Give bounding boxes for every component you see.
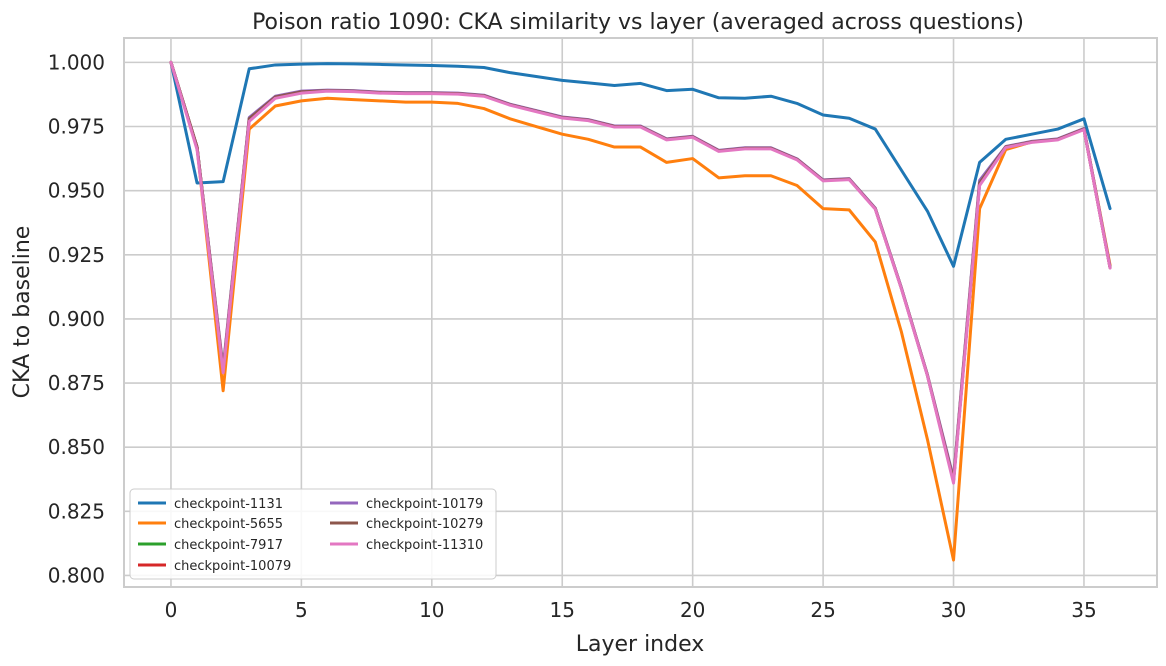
legend-frame xyxy=(129,488,497,580)
y-tick-label: 0.875 xyxy=(48,371,105,395)
legend-label: checkpoint-10079 xyxy=(174,559,291,574)
y-tick-label: 0.825 xyxy=(48,499,105,523)
chart-title: Poison ratio 1090: CKA similarity vs lay… xyxy=(252,10,1024,35)
x-tick-label: 0 xyxy=(165,598,178,622)
legend-label: checkpoint-10179 xyxy=(366,497,483,512)
y-tick-label: 0.800 xyxy=(48,563,105,587)
x-tick-label: 25 xyxy=(810,598,835,622)
series-line-checkpoint-5655 xyxy=(169,60,1112,562)
plot-frame xyxy=(123,37,1158,588)
y-tick-labels: 0.800 0.825 0.850 0.875 0.900 0.925 0.950 0.975… xyxy=(48,50,105,587)
legend: checkpoint-1131 checkpoint-5655 checkpoint… xyxy=(129,488,497,580)
x-tick-label: 35 xyxy=(1071,598,1096,622)
legend-label: checkpoint-11310 xyxy=(366,538,483,553)
series-group xyxy=(169,60,1112,562)
x-tick-label: 30 xyxy=(941,598,966,622)
x-tick-labels: 0 5 10 15 20 25 30 35 xyxy=(165,598,1097,622)
y-axis-label: CKA to baseline xyxy=(10,226,35,399)
y-tick-label: 0.850 xyxy=(48,435,105,459)
x-tick-label: 15 xyxy=(550,598,575,622)
series-line-checkpoint-1131 xyxy=(169,60,1112,268)
y-tick-label: 0.950 xyxy=(48,179,105,203)
legend-label: checkpoint-7917 xyxy=(174,538,283,553)
y-tick-label: 0.975 xyxy=(48,115,105,139)
legend-label: checkpoint-1131 xyxy=(174,497,283,512)
series-line-checkpoint-11310 xyxy=(169,60,1112,485)
x-tick-label: 10 xyxy=(419,598,444,622)
x-tick-label: 20 xyxy=(680,598,705,622)
x-axis-label: Layer index xyxy=(576,632,705,657)
y-tick-label: 0.900 xyxy=(48,307,105,331)
y-tick-label: 0.925 xyxy=(48,243,105,267)
y-tick-label: 1.000 xyxy=(48,50,105,74)
legend-label: checkpoint-5655 xyxy=(174,517,283,532)
legend-label: checkpoint-10279 xyxy=(366,517,483,532)
x-tick-label: 5 xyxy=(295,598,308,622)
